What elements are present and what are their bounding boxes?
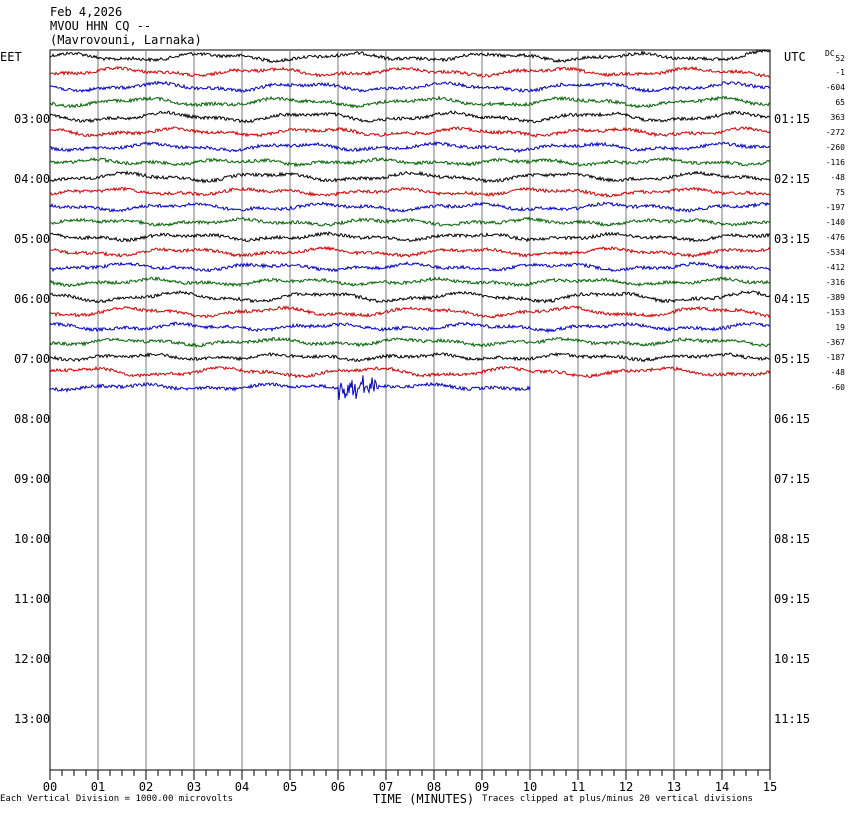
seismic-trace	[49, 276, 771, 288]
hour-label-eet: 12:00	[14, 652, 50, 666]
dc-offset-value: -140	[826, 218, 845, 227]
x-axis-label: TIME (MINUTES)	[373, 792, 475, 806]
seismic-trace	[49, 49, 771, 64]
plot-frame	[49, 49, 771, 771]
dc-offset-value: -534	[826, 248, 845, 257]
seismic-trace	[49, 156, 771, 168]
dc-offset-value: -389	[826, 293, 845, 302]
hour-label-eet: 10:00	[14, 532, 50, 546]
x-tick-label: 01	[91, 780, 105, 794]
station-location: (Mavrovouni, Larnaka)	[50, 33, 202, 47]
dc-offset-value: -197	[826, 203, 845, 212]
x-tick-label: 00	[43, 780, 57, 794]
hour-label-utc: 09:15	[774, 592, 810, 606]
dc-offset-value: -48	[831, 173, 846, 182]
dc-offset-value: 363	[831, 113, 846, 122]
hour-label-utc: 06:15	[774, 412, 810, 426]
x-tick-label: 05	[283, 780, 297, 794]
hour-label-eet: 06:00	[14, 292, 50, 306]
hour-label-utc: 03:15	[774, 232, 810, 246]
seismic-trace	[49, 216, 771, 227]
hour-label-utc: 04:15	[774, 292, 810, 306]
x-tick-label: 02	[139, 780, 153, 794]
seismic-trace	[49, 336, 771, 349]
hour-label-eet: 13:00	[14, 712, 50, 726]
seismic-trace	[49, 170, 771, 184]
seismic-trace	[49, 201, 771, 213]
station-code: MVOU HHN CQ --	[50, 19, 152, 33]
x-tick-label: 06	[331, 780, 345, 794]
hour-label-eet: 08:00	[14, 412, 50, 426]
dc-offset-value: -48	[831, 368, 846, 377]
dc-offset-value: -272	[826, 128, 845, 137]
plot-date: Feb 4,2026	[50, 5, 123, 19]
hour-label-eet: 09:00	[14, 472, 50, 486]
seismic-trace	[49, 110, 771, 124]
dc-offset-value: -412	[826, 263, 845, 272]
hour-label-eet: 05:00	[14, 232, 50, 246]
hour-label-utc: 08:15	[774, 532, 810, 546]
seismic-trace	[49, 375, 531, 401]
vertical-division-note: Each Vertical Division = 1000.00 microvo…	[0, 794, 233, 804]
dc-offset-header: DC	[825, 49, 835, 58]
hour-label-utc: 10:15	[774, 652, 810, 666]
x-tick-label: 03	[187, 780, 201, 794]
dc-offset-value: -260	[826, 143, 845, 152]
seismic-trace	[49, 80, 771, 94]
hour-label-utc: 05:15	[774, 352, 810, 366]
x-tick-label: 07	[379, 780, 393, 794]
hour-label-utc: 02:15	[774, 172, 810, 186]
seismic-trace	[49, 126, 771, 138]
dc-offset-value: -316	[826, 278, 845, 287]
left-timezone-label: EET	[0, 50, 22, 64]
seismic-trace	[49, 95, 771, 109]
dc-offset-value: -367	[826, 338, 845, 347]
dc-offset-value: -476	[826, 233, 845, 242]
x-tick-label: 04	[235, 780, 249, 794]
dc-offset-value: 75	[835, 188, 845, 197]
dc-offset-value: -153	[826, 308, 845, 317]
x-tick-label: 14	[715, 780, 729, 794]
seismic-trace	[49, 305, 771, 319]
seismic-trace	[49, 140, 771, 154]
x-tick-label: 08	[427, 780, 441, 794]
seismic-trace	[49, 365, 771, 379]
seismic-trace	[49, 321, 771, 334]
hour-label-utc: 11:15	[774, 712, 810, 726]
x-tick-label: 15	[763, 780, 777, 794]
dc-offset-value: -116	[826, 158, 845, 167]
dc-offset-value: -604	[826, 83, 845, 92]
right-timezone-label: UTC	[784, 50, 806, 64]
hour-label-utc: 01:15	[774, 112, 810, 126]
clip-note: Traces clipped at plus/minus 20 vertical…	[482, 794, 753, 804]
hour-label-eet: 04:00	[14, 172, 50, 186]
seismic-trace	[49, 351, 771, 363]
hour-label-eet: 03:00	[14, 112, 50, 126]
x-tick-label: 09	[475, 780, 489, 794]
dc-offset-value: 19	[835, 323, 845, 332]
seismic-trace	[49, 245, 771, 259]
seismic-trace	[49, 65, 771, 78]
seismic-trace	[49, 290, 771, 304]
x-tick-label: 10	[523, 780, 537, 794]
dc-offset-value: 65	[835, 98, 845, 107]
hour-label-eet: 11:00	[14, 592, 50, 606]
dc-offset-value: -1	[835, 68, 845, 77]
seismic-trace	[49, 231, 771, 243]
dc-offset-value: -187	[826, 353, 845, 362]
dc-offset-value: 52	[835, 54, 845, 63]
hour-label-utc: 07:15	[774, 472, 810, 486]
hour-label-eet: 07:00	[14, 352, 50, 366]
x-tick-label: 13	[667, 780, 681, 794]
seismic-trace	[49, 261, 771, 273]
x-tick-label: 11	[571, 780, 585, 794]
x-tick-label: 12	[619, 780, 633, 794]
dc-offset-value: -60	[831, 383, 846, 392]
seismic-trace	[49, 186, 771, 199]
